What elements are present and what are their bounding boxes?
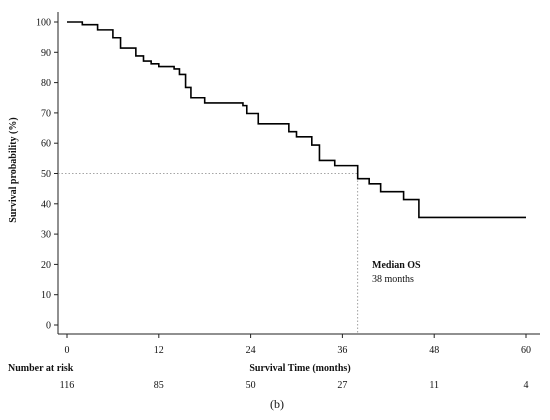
y-tick-label: 20 <box>41 260 51 271</box>
x-tick-label: 60 <box>521 345 531 356</box>
y-tick-label: 100 <box>36 18 51 29</box>
x-axis-title: Survival Time (months) <box>249 363 350 374</box>
y-axis-title: Survival probability (%) <box>8 117 19 222</box>
survival-curve-group <box>67 21 526 219</box>
risk-value: 50 <box>246 380 256 391</box>
survival-curve <box>67 21 526 219</box>
risk-value: 85 <box>154 380 164 391</box>
y-tick-label: 40 <box>41 199 51 210</box>
x-axis-ticks: 0 12 24 36 48 60 <box>65 334 531 356</box>
x-tick-label: 24 <box>246 345 256 356</box>
axes <box>57 12 540 335</box>
y-tick-label: 70 <box>41 108 51 119</box>
risk-value: 116 <box>60 380 75 391</box>
median-annotation-text: 38 months <box>372 274 414 285</box>
x-tick-label: 12 <box>154 345 164 356</box>
y-tick-label: 10 <box>41 290 51 301</box>
y-tick-label: 0 <box>46 321 51 332</box>
y-tick-label: 30 <box>41 230 51 241</box>
y-axis-ticks: 0 10 20 30 40 50 60 70 80 90 100 <box>36 18 58 332</box>
y-tick-label: 80 <box>41 78 51 89</box>
risk-table-values: 116 85 50 27 11 4 <box>60 380 529 391</box>
risk-value: 27 <box>337 380 347 391</box>
median-annotation-title: Median OS <box>372 260 421 271</box>
y-tick-label: 90 <box>41 48 51 59</box>
median-guides <box>58 173 359 334</box>
y-tick-label: 50 <box>41 169 51 180</box>
x-tick-label: 36 <box>337 345 347 356</box>
risk-value: 4 <box>524 380 529 391</box>
x-tick-label: 48 <box>429 345 439 356</box>
risk-table-title: Number at risk <box>8 363 74 374</box>
y-tick-label: 60 <box>41 139 51 150</box>
panel-label: (b) <box>270 397 284 411</box>
risk-value: 11 <box>429 380 439 391</box>
x-tick-label: 0 <box>65 345 70 356</box>
